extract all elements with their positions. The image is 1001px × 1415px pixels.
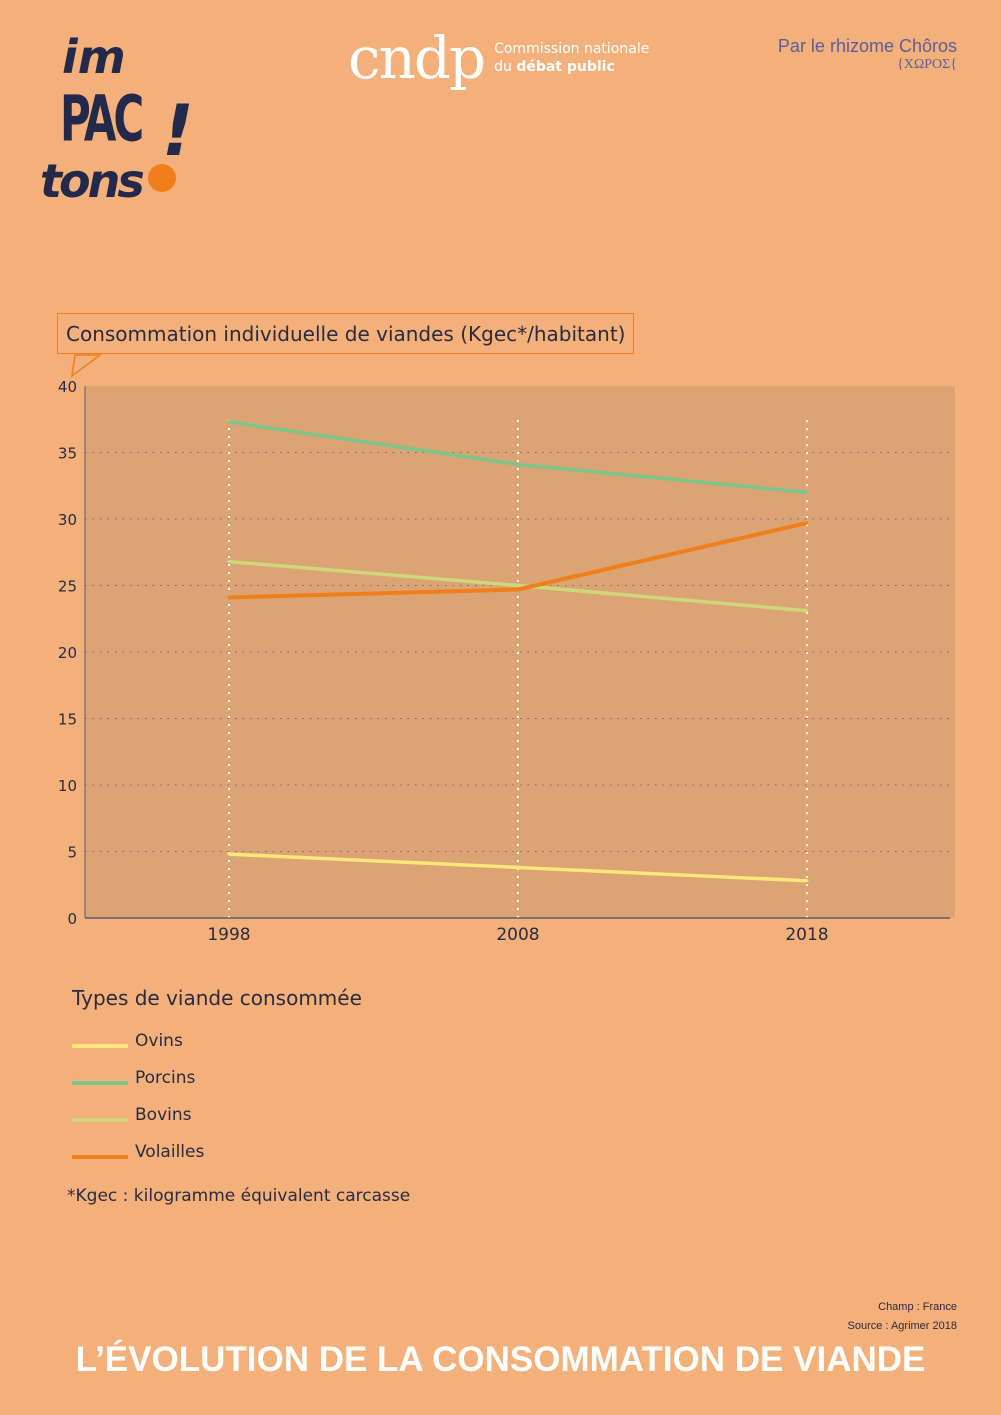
data-point-volailles xyxy=(805,521,809,525)
chart-title: Consommation individuelle de viandes (Kg… xyxy=(57,313,635,354)
legend-item-volailles: Volailles xyxy=(72,1133,362,1170)
x-tick-label: 2008 xyxy=(496,925,539,945)
y-tick-label: 15 xyxy=(58,711,77,729)
y-tick-label: 0 xyxy=(67,910,77,928)
legend-item-bovins: Bovins xyxy=(72,1096,362,1133)
data-point-volailles xyxy=(516,587,520,591)
x-tick-label: 2018 xyxy=(785,925,828,945)
cndp-line2b: débat public xyxy=(516,59,615,75)
data-point-bovins xyxy=(516,584,520,587)
y-tick-label: 40 xyxy=(58,378,77,396)
y-tick-label: 10 xyxy=(58,777,77,795)
logo-text-exclamation: ! xyxy=(162,90,194,172)
data-point-porcins xyxy=(805,490,809,494)
logo-text-im: im xyxy=(62,30,126,84)
data-point-ovins xyxy=(516,865,520,869)
choros-label: {ΧΩΡΟΣ{ xyxy=(897,57,957,72)
y-tick-label: 25 xyxy=(58,578,77,596)
y-tick-label: 35 xyxy=(58,445,77,463)
data-point-bovins xyxy=(227,560,231,564)
legend-swatch xyxy=(72,1154,128,1159)
legend: Types de viande consommée Ovins Porcins Bo… xyxy=(72,986,362,1170)
source-block: Champ : France Source : Agrimer 2018 xyxy=(848,1298,957,1336)
unit-footnote: *Kgec : kilogramme équivalent carcasse xyxy=(67,1186,411,1206)
legend-swatch xyxy=(72,1043,128,1048)
source-label: Source : Agrimer 2018 xyxy=(847,1320,957,1332)
logo-text-pac: PAC xyxy=(60,82,144,156)
legend-item-porcins: Porcins xyxy=(72,1059,362,1096)
legend-title: Types de viande consommée xyxy=(72,986,362,1010)
scope-label: Champ : France xyxy=(878,1301,957,1313)
impactons-logo: im PAC tons ! xyxy=(40,30,194,220)
data-point-ovins xyxy=(227,852,231,856)
legend-label: Ovins xyxy=(135,1030,183,1051)
legend-label: Porcins xyxy=(135,1067,196,1088)
data-point-ovins xyxy=(805,879,809,883)
data-point-porcins xyxy=(227,420,231,424)
rhizome-label: Par le rhizome Chôros xyxy=(777,36,957,56)
legend-label: Volailles xyxy=(135,1141,205,1162)
cndp-line2a: du xyxy=(494,59,517,75)
page-title: L’ÉVOLUTION DE LA CONSOMMATION DE VIANDE xyxy=(75,1340,926,1379)
line-chart: 0 5 10 15 20 25 30 35 40 1998 2008 2018 xyxy=(58,354,955,945)
legend-item-ovins: Ovins xyxy=(72,1022,362,1059)
legend-swatch xyxy=(72,1117,128,1122)
data-point-porcins xyxy=(516,462,520,466)
cndp-line1: Commission nationale xyxy=(494,41,650,57)
data-point-bovins xyxy=(805,609,809,613)
data-point-volailles xyxy=(227,595,231,599)
author-credit: Par le rhizome Chôros {ΧΩΡΟΣ{ xyxy=(778,36,957,73)
legend-swatch xyxy=(72,1080,128,1085)
y-tick-label: 20 xyxy=(58,644,77,662)
y-tick-label: 5 xyxy=(67,844,77,862)
callout-tail xyxy=(71,354,103,378)
cndp-logo: cndp Commission nationale du débat publi… xyxy=(348,28,649,88)
legend-label: Bovins xyxy=(135,1104,192,1125)
cndp-wordmark: cndp xyxy=(348,24,486,92)
logo-text-tons: tons xyxy=(40,154,145,208)
orange-dot-icon xyxy=(148,164,176,192)
y-tick-label: 30 xyxy=(58,511,77,529)
x-tick-label: 1998 xyxy=(207,925,250,945)
